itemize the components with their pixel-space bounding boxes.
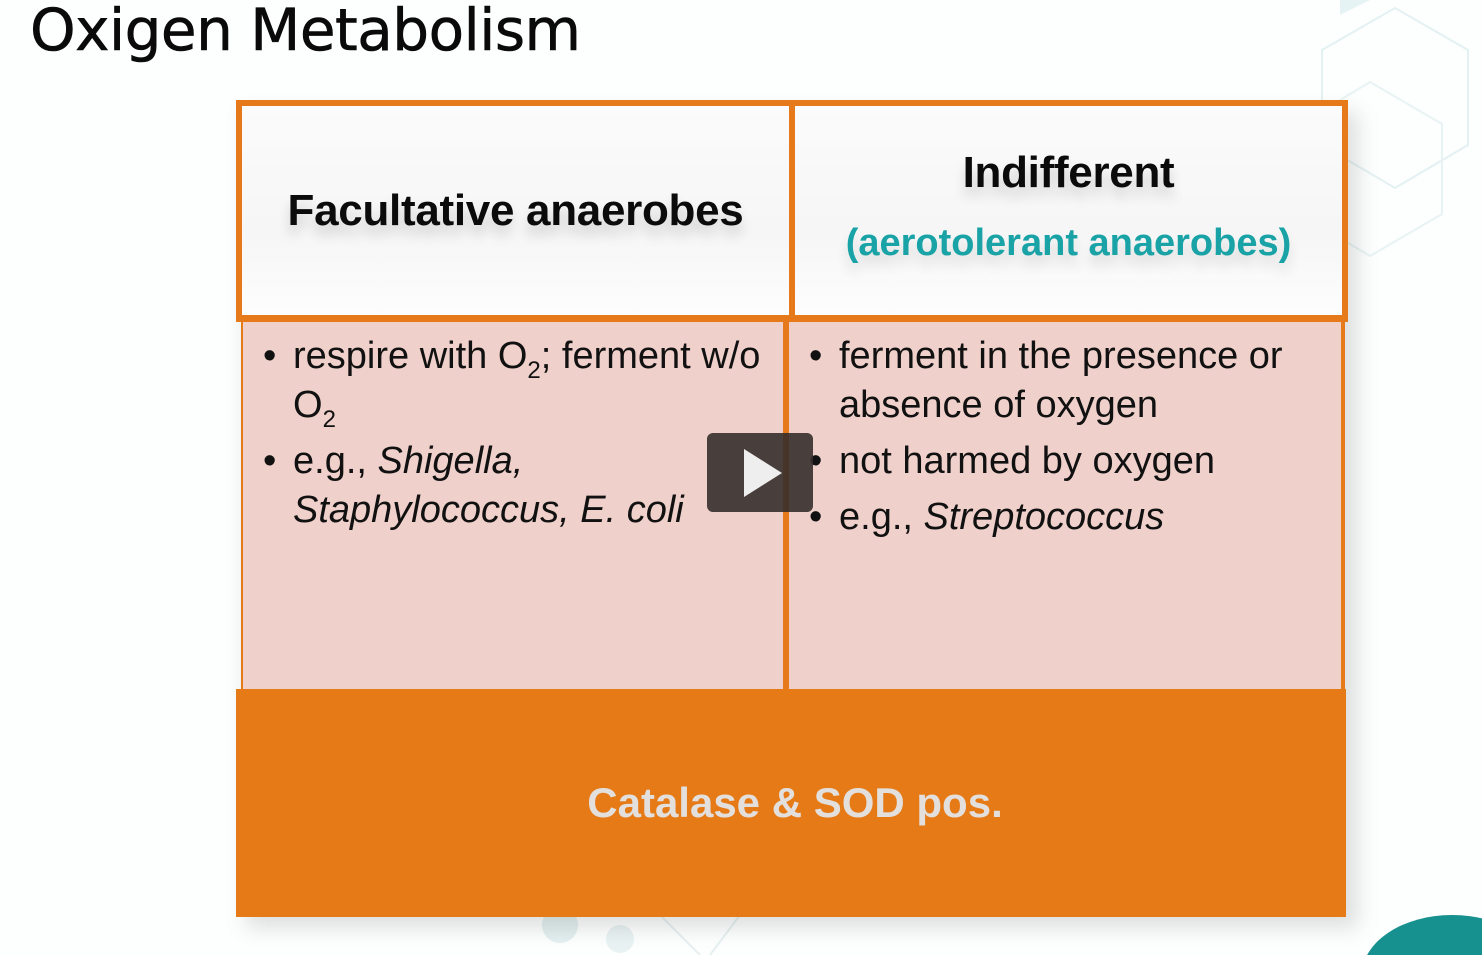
body-cell-facultative: • respire with O2; ferment w/o O2 • e.g., …: [241, 322, 789, 689]
slide-title: Oxigen Metabolism: [30, 0, 582, 64]
bullet-icon: •: [263, 440, 277, 482]
list-item: • ferment in the presence or absence of o…: [809, 332, 1321, 430]
play-button[interactable]: [707, 433, 813, 512]
bullet-list: • ferment in the presence or absence of o…: [809, 332, 1321, 542]
organism-names: Streptococcus: [923, 496, 1165, 538]
bullet-list: • respire with O2; ferment w/o O2 • e.g., …: [263, 332, 763, 535]
play-icon: [744, 448, 782, 497]
column-subheader: (aerotolerant anaerobes): [845, 222, 1292, 264]
list-item: • respire with O2; ferment w/o O2: [263, 332, 763, 433]
column-header: Facultative anaerobes: [287, 185, 744, 235]
organism-names: Shigella, Staphylococcus, E. coli: [293, 440, 684, 531]
table-body-row: • respire with O2; ferment w/o O2 • e.g., …: [241, 322, 1345, 689]
bullet-text: ferment in the presence or absence of ox…: [839, 335, 1283, 426]
header-cell-facultative: Facultative anaerobes: [242, 106, 795, 315]
header-cell-indifferent: Indifferent (aerotolerant anaerobes): [795, 106, 1342, 315]
teal-corner-decoration: [1362, 915, 1482, 955]
footer-bar: Catalase & SOD pos.: [236, 689, 1346, 917]
bullet-icon: •: [263, 335, 277, 377]
bullet-icon: •: [809, 335, 823, 377]
comparison-table: Facultative anaerobes Indifferent (aerot…: [236, 100, 1348, 917]
table-header-row: Facultative anaerobes Indifferent (aerot…: [236, 100, 1348, 322]
bullet-text: e.g.,: [293, 440, 378, 482]
body-cell-indifferent: • ferment in the presence or absence of o…: [789, 322, 1345, 689]
column-header: Indifferent: [962, 148, 1175, 197]
bullet-text: e.g.,: [839, 496, 924, 538]
bullet-text: respire with O: [293, 335, 528, 377]
list-item: • e.g., Shigella, Staphylococcus, E. coli: [263, 437, 763, 535]
bullet-text: not harmed by oxygen: [839, 440, 1216, 482]
footer-text: Catalase & SOD pos.: [587, 779, 1003, 826]
list-item: • e.g., Streptococcus: [809, 493, 1321, 542]
bullet-text: ; ferment w/o O: [293, 335, 761, 426]
list-item: • not harmed by oxygen: [809, 437, 1321, 486]
subscript: 2: [527, 357, 541, 384]
subscript: 2: [322, 406, 336, 433]
